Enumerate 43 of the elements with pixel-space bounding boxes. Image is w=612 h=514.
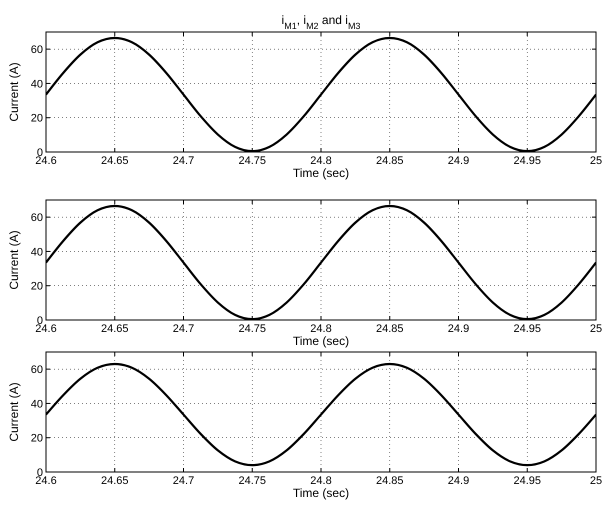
x-tick-label: 24.85 <box>376 475 404 487</box>
x-tick-label: 24.7 <box>172 155 194 167</box>
chart-title: i$_{M1}$, i$_{M2}$ and i$_{M3}$ <box>282 13 360 31</box>
x-tick-label: 24.7 <box>172 323 194 335</box>
y-axis-title: Current (A) <box>7 382 21 442</box>
x-tick-label: 24.95 <box>513 323 542 335</box>
x-tick-label: 24.8 <box>310 475 332 487</box>
x-tick-label: 24.9 <box>448 475 470 487</box>
y-tick-label: 20 <box>30 432 43 445</box>
x-tick-label: 25 <box>590 475 602 487</box>
y-tick-label: 40 <box>30 246 43 258</box>
y-tick-label: 40 <box>30 78 43 90</box>
x-tick-label: 24.85 <box>376 155 404 167</box>
x-tick-label: 25 <box>590 323 602 335</box>
x-tick-label: 25 <box>590 155 602 167</box>
y-tick-label: 60 <box>30 364 43 376</box>
x-tick-label: 24.6 <box>35 323 57 335</box>
x-tick-label: 24.8 <box>310 323 332 335</box>
x-axis-title: Time (sec) <box>292 486 350 500</box>
x-tick-label: 24.85 <box>376 323 404 335</box>
y-tick-label: 20 <box>30 112 43 125</box>
x-tick-label: 24.8 <box>310 155 332 167</box>
x-tick-label: 24.65 <box>100 475 129 487</box>
y-tick-label: 40 <box>30 398 43 410</box>
x-axis-title: Time (sec) <box>292 166 350 180</box>
y-tick-label: 20 <box>30 280 43 293</box>
y-axis-title: Current (A) <box>7 230 21 290</box>
x-tick-label: 24.75 <box>238 155 266 167</box>
x-axis-title: Time (sec) <box>292 334 350 348</box>
x-tick-label: 24.75 <box>238 323 266 335</box>
x-tick-label: 24.75 <box>238 475 266 487</box>
x-tick-label: 24.7 <box>172 475 194 487</box>
x-tick-label: 24.6 <box>35 475 57 487</box>
x-tick-label: 24.9 <box>448 323 470 335</box>
x-tick-label: 24.6 <box>35 155 57 167</box>
x-tick-label: 24.65 <box>100 323 129 335</box>
y-tick-label: 60 <box>30 44 43 56</box>
x-tick-label: 24.65 <box>100 155 129 167</box>
y-axis-title: Current (A) <box>7 62 21 122</box>
x-tick-label: 24.9 <box>448 155 470 167</box>
x-tick-label: 24.95 <box>513 475 542 487</box>
y-tick-label: 60 <box>30 212 43 224</box>
x-tick-label: 24.95 <box>513 155 542 167</box>
